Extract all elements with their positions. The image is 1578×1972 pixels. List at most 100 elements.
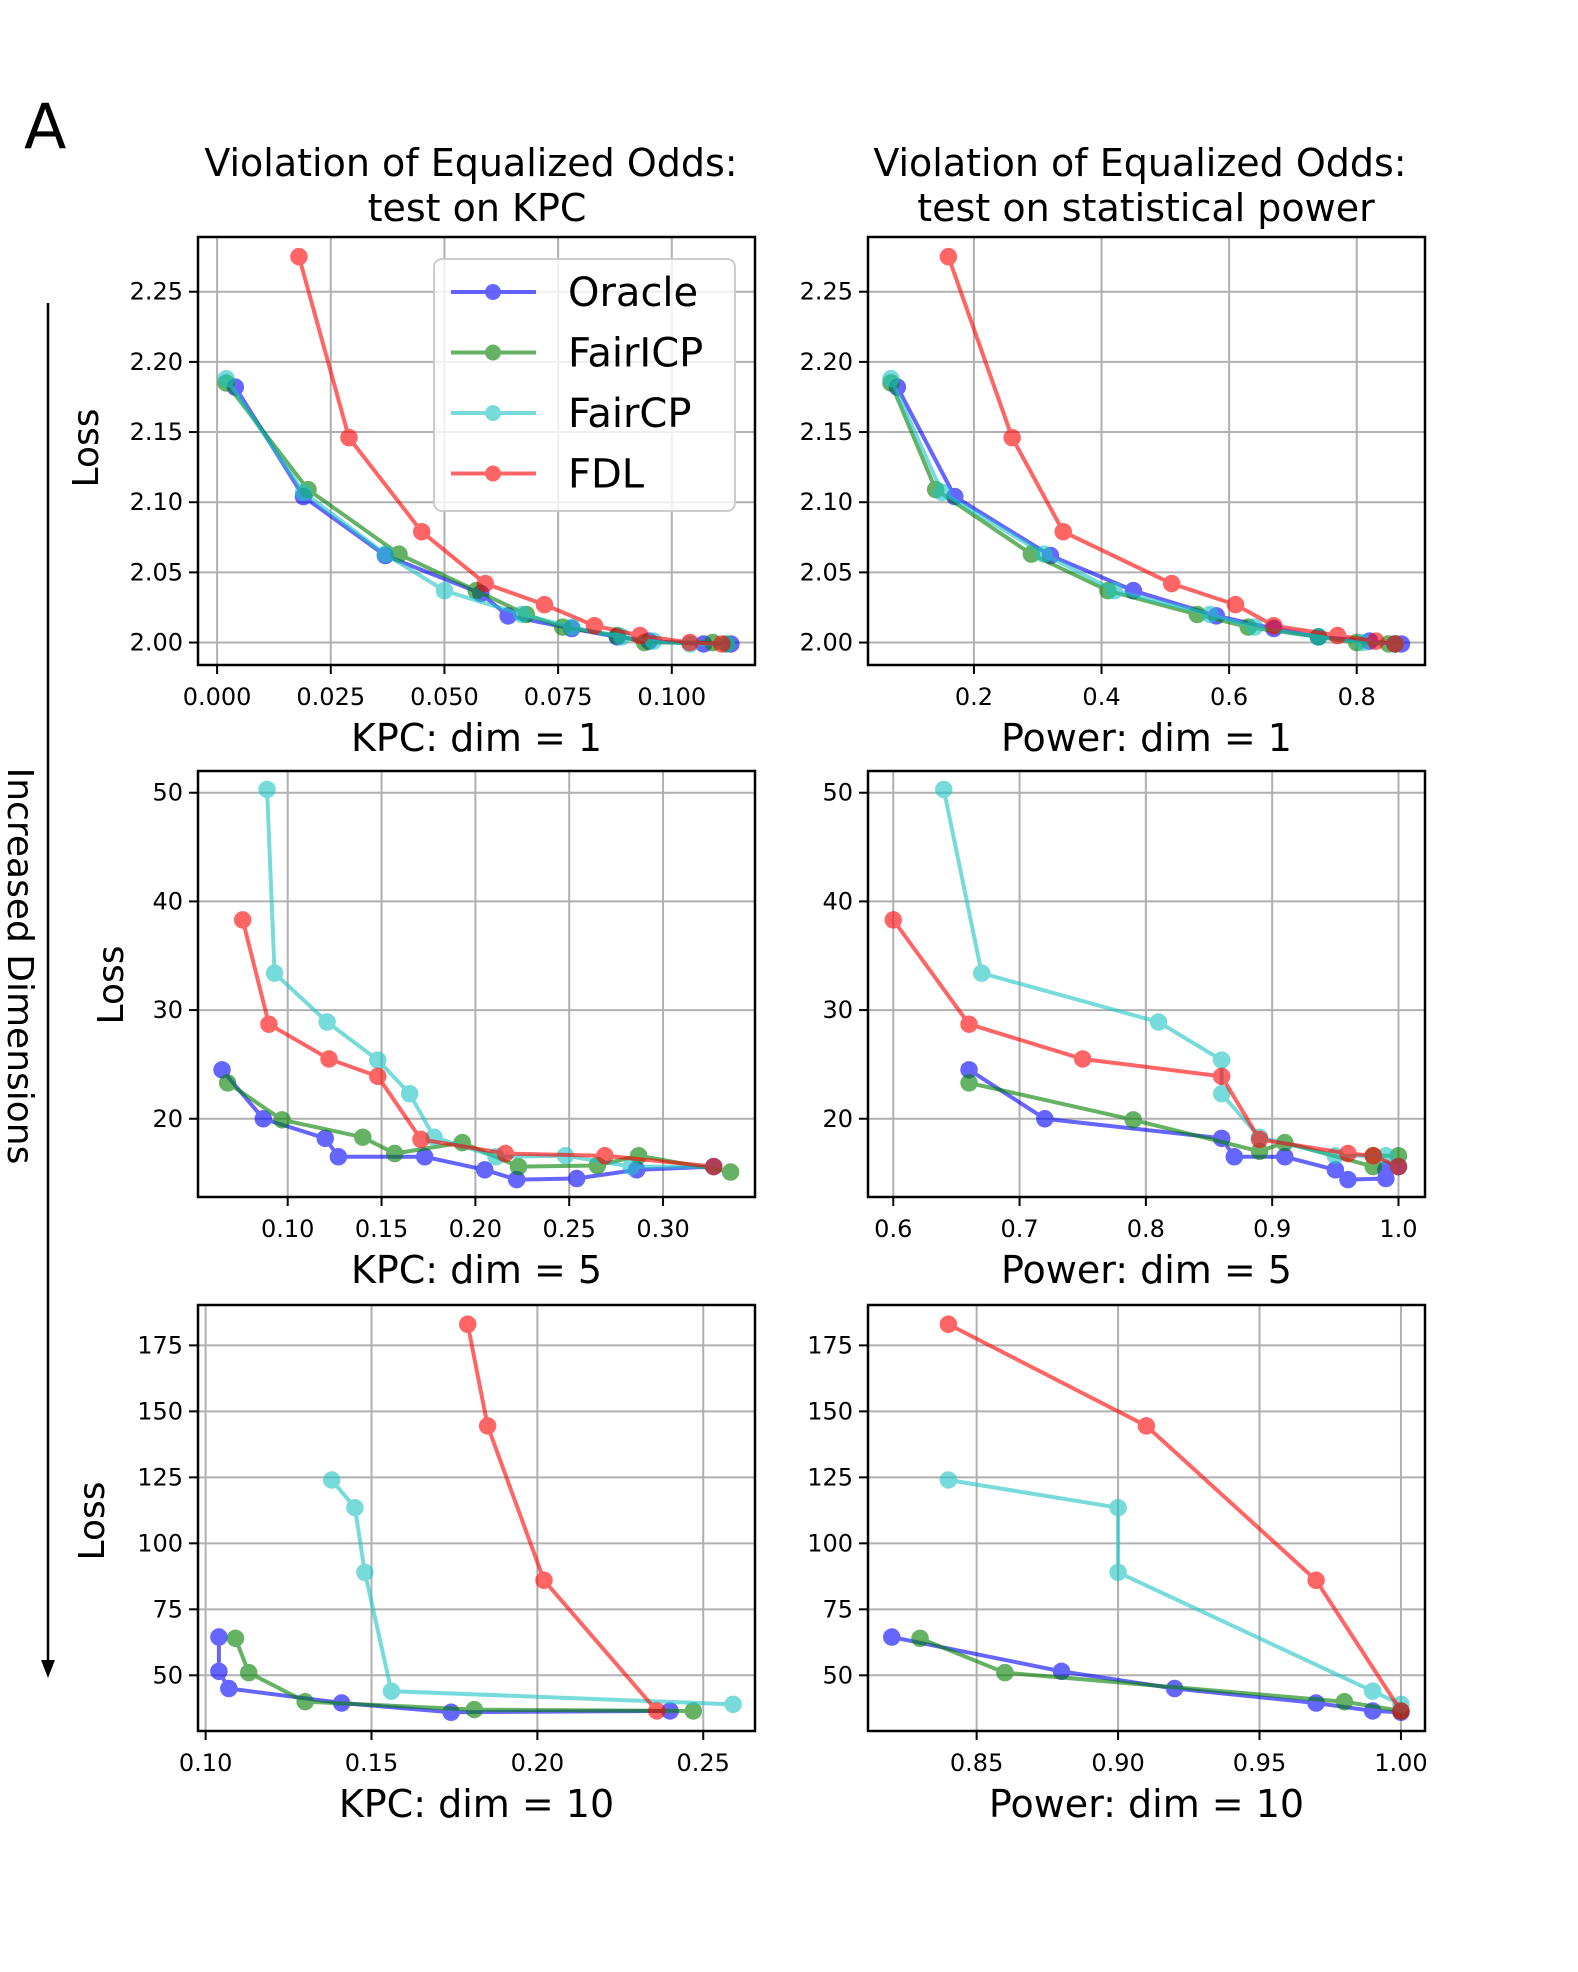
y-tick-label: 2.10 — [130, 488, 183, 516]
data-point-fdl — [960, 1015, 978, 1033]
x-tick-label: 0.8 — [1338, 683, 1376, 711]
data-point-faircp — [382, 1682, 401, 1700]
data-point-fdl — [412, 522, 431, 541]
legend-dot — [485, 284, 501, 300]
data-point-faircp — [1105, 581, 1124, 600]
data-point-fairicp — [465, 1700, 484, 1719]
legend-label: FairCP — [568, 391, 691, 437]
series-line-faircp — [948, 1478, 1402, 1707]
data-point-fairicp — [273, 1111, 291, 1129]
x-axis-label: Power: dim = 10 — [989, 1782, 1304, 1826]
data-point-fdl — [1250, 1130, 1269, 1149]
col-title-power-line1: Violation of Equalized Odds: — [873, 141, 1406, 185]
x-axis-label: KPC: dim = 10 — [339, 1782, 614, 1826]
y-tick-label: 2.15 — [800, 418, 853, 446]
y-tick-label: 50 — [822, 1661, 853, 1689]
data-point-fairicp — [354, 1128, 372, 1146]
chart-panel-6: 0.85 0.90 0.95 1.00 50 75 100 125 150 175 Power: d… — [807, 1303, 1428, 1826]
x-tick-label: 0.4 — [1082, 683, 1120, 711]
x-tick-label: 0.25 — [677, 1749, 730, 1777]
data-point-faircp — [882, 369, 900, 388]
y-tick-label: 20 — [822, 1105, 853, 1133]
x-tick-label: 0.20 — [511, 1749, 564, 1777]
x-tick-label: 0.100 — [637, 683, 706, 711]
series-oracle — [213, 1061, 723, 1189]
data-point-faircp — [294, 483, 313, 502]
x-tick-label: 0.8 — [1127, 1215, 1165, 1243]
data-point-fdl — [260, 1015, 278, 1033]
x-tick-label: 0.30 — [636, 1215, 689, 1243]
x-tick-label: 0.90 — [1091, 1749, 1144, 1777]
data-point-fairicp — [218, 1074, 237, 1092]
series-fdl — [290, 247, 731, 653]
legend: Oracle FairICP FairCP FDL — [433, 258, 736, 512]
y-tick-label: 2.05 — [800, 558, 853, 586]
data-point-fdl — [1137, 1417, 1156, 1435]
data-point-faircp — [935, 780, 953, 799]
data-point-faircp — [1201, 605, 1219, 624]
data-point-fdl — [1392, 1702, 1410, 1720]
data-point-fdl — [1212, 1067, 1231, 1086]
x-tick-label: 0.15 — [345, 1749, 398, 1777]
data-point-fdl — [939, 247, 958, 266]
legend-entry-fdl: FDL — [451, 452, 645, 498]
x-tick-label: 0.10 — [261, 1215, 314, 1243]
col-title-kpc-line2: test on KPC — [368, 186, 587, 230]
x-tick-label: 0.000 — [183, 683, 252, 711]
y-tick-label: 100 — [807, 1529, 853, 1557]
x-axis-label: KPC: dim = 1 — [351, 716, 602, 760]
data-point-oracle — [883, 1628, 901, 1646]
col-title-kpc: Violation of Equalized Odds: test on KPC — [204, 141, 749, 230]
y-tick-label: 30 — [152, 996, 183, 1024]
data-point-fdl — [1328, 626, 1347, 645]
data-point-faircp — [318, 1013, 336, 1031]
data-point-fdl — [1367, 632, 1385, 650]
legend-marker-fairicp — [451, 344, 536, 361]
legend-label: FairICP — [568, 331, 703, 377]
series-fairicp — [882, 374, 1404, 653]
legend-marker-faircp — [451, 405, 536, 421]
data-point-fdl — [585, 616, 604, 635]
data-point-fdl — [681, 633, 699, 652]
col-title-power-line2: test on statistical power — [917, 186, 1375, 230]
y-tick-label: 2.00 — [800, 629, 853, 657]
data-point-fdl — [1364, 1146, 1382, 1165]
panel-letter: A — [24, 90, 66, 163]
x-tick-label: 0.85 — [950, 1749, 1003, 1777]
data-point-faircp — [1035, 545, 1053, 563]
series-faircp — [258, 780, 723, 1176]
data-point-faircp — [400, 1085, 419, 1103]
series-faircp — [935, 780, 1408, 1176]
series-faircp — [322, 1471, 742, 1714]
data-point-fdl — [535, 595, 554, 614]
data-point-fairicp — [240, 1663, 258, 1682]
legend-marker-fdl — [451, 465, 536, 482]
series-fdl — [233, 911, 723, 1176]
data-point-oracle — [567, 1169, 586, 1188]
data-point-fairicp — [509, 1157, 528, 1176]
data-point-fdl — [1003, 428, 1021, 447]
data-point-faircp — [369, 1051, 387, 1069]
data-point-faircp — [376, 545, 395, 563]
data-point-fdl — [412, 1130, 430, 1149]
y-tick-label: 2.05 — [130, 558, 183, 586]
series-line-fdl — [947, 1322, 1403, 1713]
data-point-fdl — [496, 1144, 515, 1163]
data-point-fairicp — [1335, 1692, 1354, 1711]
data-point-fdl — [648, 1702, 666, 1720]
series-faircp — [882, 369, 1404, 653]
data-point-fdl — [476, 574, 495, 593]
legend-entry-faircp: FairCP — [451, 391, 691, 437]
x-tick-label: 0.075 — [524, 683, 593, 711]
data-point-faircp — [1363, 1682, 1382, 1700]
y-tick-label: 100 — [137, 1529, 183, 1557]
y-tick-label: 20 — [152, 1105, 183, 1133]
chart-panel-5: 0.10 0.15 0.20 0.25 50 75 100 125 150 175 KPC: dim… — [72, 1303, 757, 1826]
series-line-fairicp — [889, 382, 1396, 646]
data-point-fdl — [1073, 1050, 1092, 1068]
series-oracle — [888, 378, 1411, 653]
y-tick-label: 50 — [152, 779, 183, 807]
data-point-fairicp — [684, 1702, 703, 1720]
chart-panel-2: 0.2 0.4 0.6 0.8 2.00 2.05 2.10 2.15 2.20 2.25 Powe… — [800, 235, 1427, 760]
